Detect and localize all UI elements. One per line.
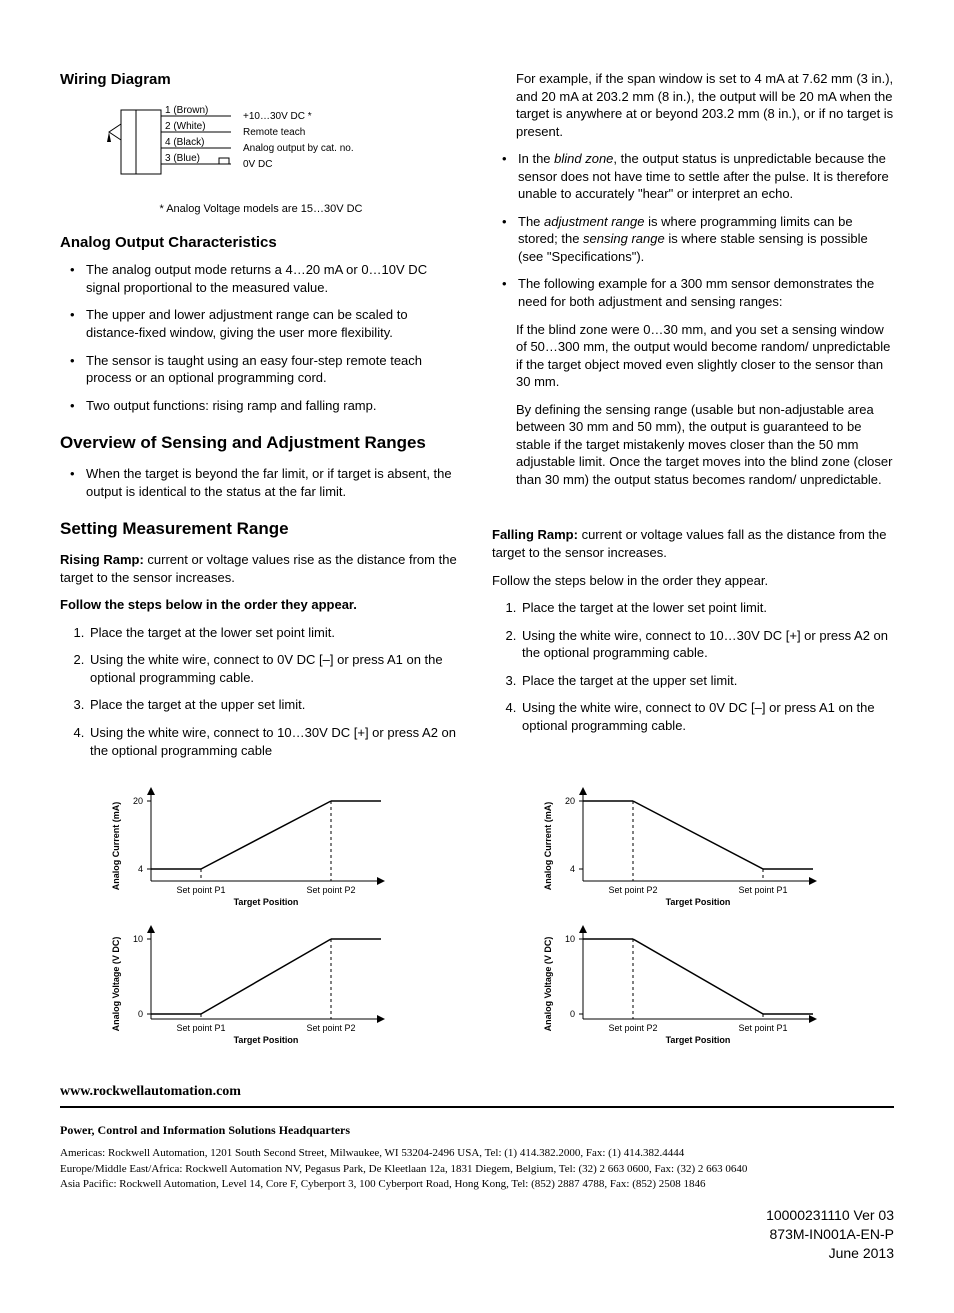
list-item: The upper and lower adjustment range can…: [74, 306, 462, 341]
svg-text:Analog Voltage (V DC): Analog Voltage (V DC): [543, 937, 553, 1032]
list-item: Place the target at the lower set point …: [520, 599, 894, 617]
svg-text:10: 10: [565, 934, 575, 944]
falling-ramp-para: Falling Ramp: current or voltage values …: [492, 526, 894, 561]
svg-text:Analog Current (mA): Analog Current (mA): [543, 802, 553, 891]
example-indent-1: If the blind zone were 0…30 mm, and you …: [492, 321, 894, 391]
heading-analog: Analog Output Characteristics: [60, 233, 462, 253]
list-item: Two output functions: rising ramp and fa…: [74, 397, 462, 415]
svg-text:Set point P2: Set point P2: [306, 1023, 355, 1033]
heading-wiring: Wiring Diagram: [60, 70, 462, 90]
list-item: Using the white wire, connect to 0V DC […: [88, 651, 462, 686]
charts-row: Analog Current (mA) 20 4 Set point P1 Se…: [60, 781, 894, 1057]
rising-voltage-chart: Analog Voltage (V DC) 10 0 Set point P1 …: [101, 919, 421, 1049]
two-column-layout: Wiring Diagram 1 (Brown) 2 (White) 4: [60, 70, 894, 769]
list-item: The adjustment range is where programmin…: [506, 213, 894, 266]
svg-text:0: 0: [138, 1009, 143, 1019]
right-list: In the blind zone, the output status is …: [492, 150, 894, 310]
divider: [60, 1106, 894, 1108]
falling-voltage-chart: Analog Voltage (V DC) 10 0 Set point P2 …: [533, 919, 853, 1049]
heading-setting: Setting Measurement Range: [60, 518, 462, 541]
rising-charts: Analog Current (mA) 20 4 Set point P1 Se…: [60, 781, 462, 1057]
svg-text:Set point P1: Set point P1: [738, 885, 787, 895]
example-indent-2: By defining the sensing range (usable bu…: [492, 401, 894, 489]
footer-heading: Power, Control and Information Solutions…: [60, 1122, 894, 1138]
svg-text:Set point P1: Set point P1: [176, 885, 225, 895]
pub-line: 10000231110 Ver 03: [60, 1206, 894, 1225]
falling-current-chart: Analog Current (mA) 20 4 Set point P2 Se…: [533, 781, 853, 911]
svg-text:1 (Brown): 1 (Brown): [165, 105, 208, 116]
svg-text:Analog Voltage (V DC): Analog Voltage (V DC): [111, 937, 121, 1032]
svg-text:4: 4: [570, 864, 575, 874]
svg-text:Analog Current (mA): Analog Current (mA): [111, 802, 121, 891]
analog-list: The analog output mode returns a 4…20 mA…: [60, 261, 462, 414]
falling-steps: Place the target at the lower set point …: [492, 599, 894, 734]
svg-text:Target Position: Target Position: [666, 1035, 731, 1045]
svg-text:4: 4: [138, 864, 143, 874]
list-item: In the blind zone, the output status is …: [506, 150, 894, 203]
svg-text:Target Position: Target Position: [234, 1035, 299, 1045]
addr-line: Asia Pacific: Rockwell Automation, Level…: [60, 1177, 894, 1192]
svg-text:Set point P2: Set point P2: [608, 885, 657, 895]
svg-text:Analog output by cat. no.: Analog output by cat. no.: [243, 143, 354, 154]
list-item: Using the white wire, connect to 0V DC […: [520, 699, 894, 734]
wiring-note: * Analog Voltage models are 15…30V DC: [60, 202, 462, 217]
pub-line: June 2013: [60, 1244, 894, 1263]
svg-text:+10…30V DC *: +10…30V DC *: [243, 111, 312, 122]
svg-text:10: 10: [133, 934, 143, 944]
list-item: The sensor is taught using an easy four-…: [74, 352, 462, 387]
follow-para-2: Follow the steps below in the order they…: [492, 572, 894, 590]
svg-text:4 (Black): 4 (Black): [165, 137, 204, 148]
svg-text:Remote teach: Remote teach: [243, 127, 305, 138]
addr-line: Americas: Rockwell Automation, 1201 Sout…: [60, 1146, 894, 1161]
svg-text:Set point P2: Set point P2: [306, 885, 355, 895]
rising-ramp-para: Rising Ramp: current or voltage values r…: [60, 551, 462, 586]
list-item: Place the target at the upper set limit.: [520, 672, 894, 690]
follow-para: Follow the steps below in the order they…: [60, 596, 462, 614]
example-para: For example, if the span window is set t…: [492, 70, 894, 140]
svg-text:3 (Blue): 3 (Blue): [165, 153, 200, 164]
list-item: Place the target at the lower set point …: [88, 624, 462, 642]
rising-current-chart: Analog Current (mA) 20 4 Set point P1 Se…: [101, 781, 421, 911]
list-item: Using the white wire, connect to 10…30V …: [520, 627, 894, 662]
list-item: When the target is beyond the far limit,…: [74, 465, 462, 500]
list-item: Using the white wire, connect to 10…30V …: [88, 724, 462, 759]
svg-text:Target Position: Target Position: [234, 897, 299, 907]
svg-text:Set point P1: Set point P1: [176, 1023, 225, 1033]
footer-addresses: Americas: Rockwell Automation, 1201 Sout…: [60, 1146, 894, 1192]
svg-text:20: 20: [133, 796, 143, 806]
wiring-diagram: 1 (Brown) 2 (White) 4 (Black) 3 (Blue) +…: [60, 100, 462, 190]
addr-line: Europe/Middle East/Africa: Rockwell Auto…: [60, 1162, 894, 1177]
footer-url: www.rockwellautomation.com: [60, 1083, 894, 1102]
svg-text:Target Position: Target Position: [666, 897, 731, 907]
overview-list: When the target is beyond the far limit,…: [60, 465, 462, 500]
list-item: Place the target at the upper set limit.: [88, 696, 462, 714]
list-item: The following example for a 300 mm senso…: [506, 275, 894, 310]
svg-text:0V DC: 0V DC: [243, 159, 272, 170]
right-column: For example, if the span window is set t…: [492, 70, 894, 769]
rising-steps: Place the target at the lower set point …: [60, 624, 462, 759]
list-item: The analog output mode returns a 4…20 mA…: [74, 261, 462, 296]
left-column: Wiring Diagram 1 (Brown) 2 (White) 4: [60, 70, 462, 769]
svg-text:20: 20: [565, 796, 575, 806]
heading-overview: Overview of Sensing and Adjustment Range…: [60, 432, 462, 455]
falling-charts: Analog Current (mA) 20 4 Set point P2 Se…: [492, 781, 894, 1057]
svg-text:Set point P2: Set point P2: [608, 1023, 657, 1033]
svg-text:Set point P1: Set point P1: [738, 1023, 787, 1033]
svg-text:2 (White): 2 (White): [165, 121, 206, 132]
svg-text:0: 0: [570, 1009, 575, 1019]
